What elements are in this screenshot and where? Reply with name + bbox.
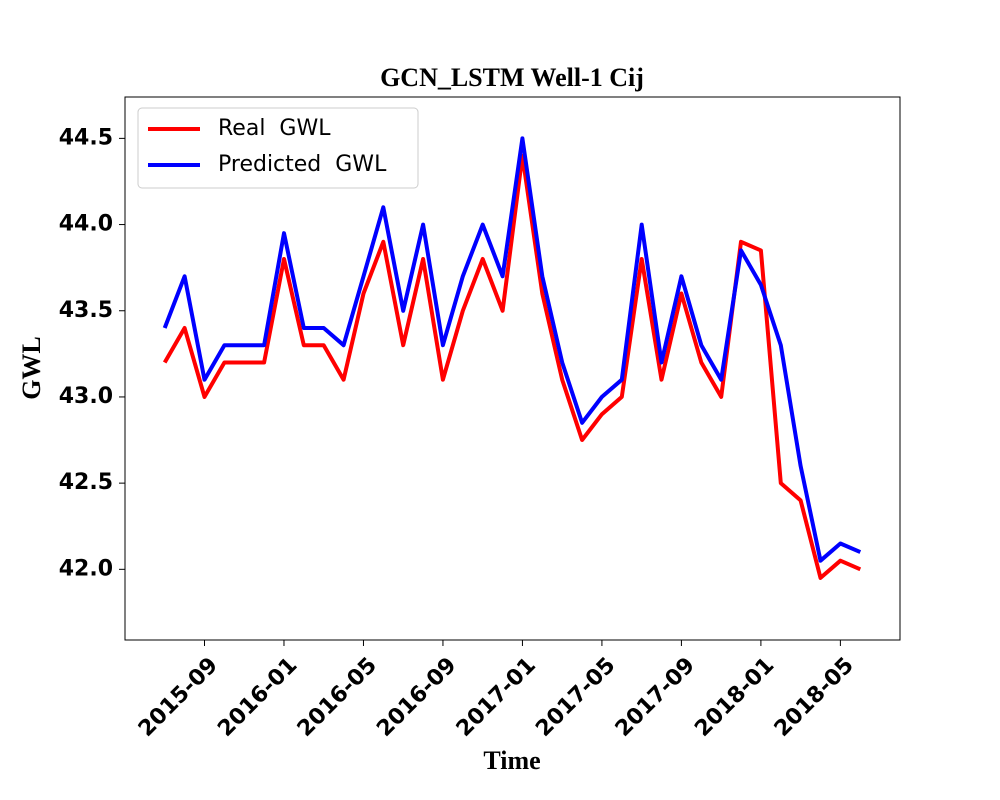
legend-label: Predicted GWL (218, 152, 387, 177)
x-tick-label: 2018-01 (690, 653, 779, 742)
y-axis-label: GWL (17, 336, 46, 400)
x-tick-label: 2015-09 (134, 653, 223, 742)
legend-label: Real GWL (218, 116, 331, 141)
data-line (162, 136, 862, 563)
x-tick-label: 2017-09 (611, 653, 700, 742)
x-tick-label: 2016-05 (293, 653, 382, 742)
x-axis-label: Time (483, 746, 540, 775)
x-tick-label: 2018-05 (770, 653, 859, 742)
plot-frame (124, 96, 901, 641)
y-tick-label: 43.5 (59, 298, 113, 323)
x-tick-label: 2017-05 (531, 653, 620, 742)
x-tick-label: 2016-01 (213, 653, 302, 742)
y-tick-label: 43.0 (59, 384, 113, 409)
legend-box (137, 107, 419, 189)
y-tick-label: 42.0 (59, 556, 113, 581)
y-tick-label: 44.5 (59, 125, 113, 150)
data-line (162, 153, 862, 580)
chart-title: GCN_LSTM Well-1 Cij (380, 63, 644, 92)
y-tick-label: 42.5 (59, 470, 113, 495)
y-tick-label: 44.0 (59, 212, 113, 237)
x-tick-label: 2016-09 (372, 653, 461, 742)
x-tick-label: 2017-01 (452, 653, 541, 742)
